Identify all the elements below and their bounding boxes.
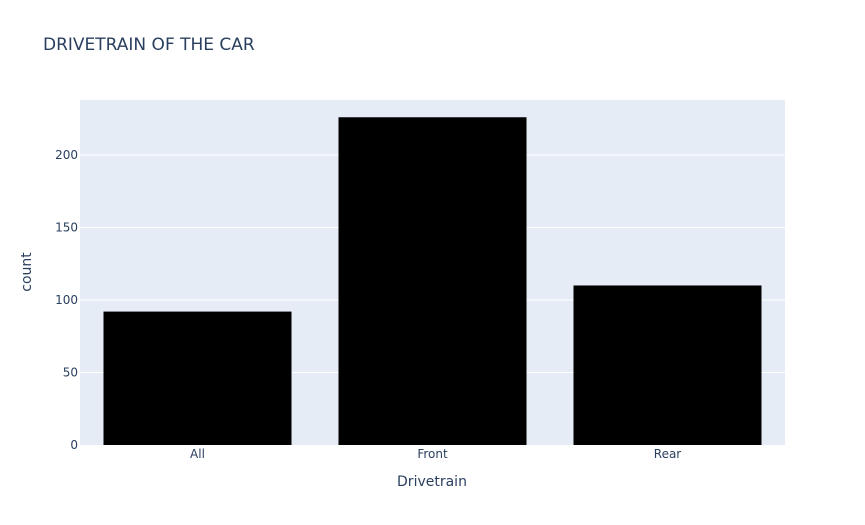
bars <box>103 117 762 445</box>
x-tick-label: Front <box>417 447 448 461</box>
y-tick-label: 200 <box>55 148 78 162</box>
bar-rear[interactable] <box>573 285 762 445</box>
x-axis-ticks: All Front Rear <box>190 447 681 461</box>
chart-title: DRIVETRAIN OF THE CAR <box>43 35 255 55</box>
x-tick-label: All <box>190 447 205 461</box>
x-axis-title: Drivetrain <box>397 474 467 490</box>
bar-front[interactable] <box>338 117 527 445</box>
x-tick-label: Rear <box>654 447 682 461</box>
y-tick-label: 50 <box>63 365 78 379</box>
y-tick-label: 150 <box>55 220 78 234</box>
y-tick-label: 100 <box>55 293 78 307</box>
y-axis-title: count <box>19 252 35 292</box>
y-tick-label: 0 <box>70 438 78 452</box>
y-axis-ticks: 0 50 100 150 200 <box>55 148 78 452</box>
bar-all[interactable] <box>103 311 292 445</box>
